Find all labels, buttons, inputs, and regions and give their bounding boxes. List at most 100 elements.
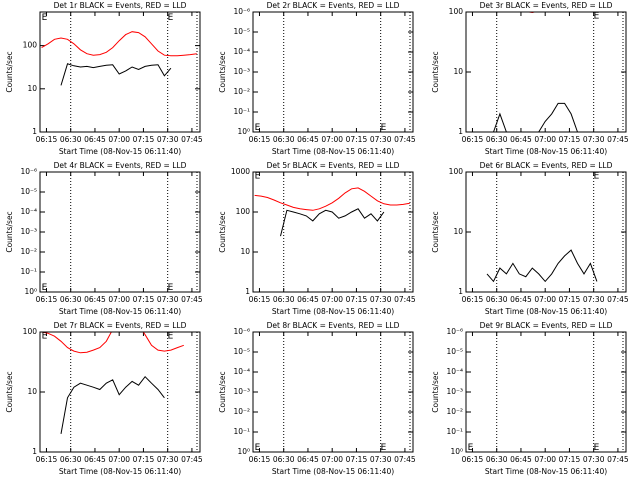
y-tick-label: 10 <box>240 247 250 256</box>
x-tick-label: 07:45 <box>607 455 629 464</box>
x-tick-label: 06:45 <box>297 135 319 144</box>
x-tick-label: 07:00 <box>321 455 343 464</box>
x-tick-label: 06:45 <box>510 455 532 464</box>
annotation: E <box>594 443 600 453</box>
x-axis-label: Start Time (08-Nov-15 06:11:40) <box>272 147 394 156</box>
y-axis-label: Counts/sec <box>5 371 14 412</box>
x-tick-label: 07:30 <box>157 135 179 144</box>
y-axis-label: Counts/sec <box>218 211 227 252</box>
panel-title: Det 8r BLACK = Events, RED = LLD <box>267 321 400 330</box>
x-tick-label: 07:15 <box>133 135 155 144</box>
plot-frame <box>252 331 414 453</box>
annotation: E <box>594 172 600 182</box>
y-tick-label: 10⁻² <box>233 87 250 96</box>
y-tick-label: 10⁻³ <box>20 227 37 236</box>
y-tick-label: 10⁻⁴ <box>20 207 37 216</box>
x-tick-label: 07:15 <box>559 295 581 304</box>
x-tick-label: 06:30 <box>273 295 295 304</box>
y-axis-label: Counts/sec <box>431 51 440 92</box>
x-tick-label: 07:15 <box>133 295 155 304</box>
y-tick-label: 10⁻² <box>20 247 37 256</box>
panel: Det 7r BLACK = Events, RED = LLD Start Ti… <box>5 321 203 476</box>
y-tick-label: 1 <box>32 127 37 136</box>
x-tick-label: 07:45 <box>607 135 629 144</box>
x-tick-label: 07:00 <box>534 135 556 144</box>
x-tick-label: 07:30 <box>370 295 392 304</box>
x-tick-label: 07:00 <box>108 295 130 304</box>
x-tick-label: 07:30 <box>157 295 179 304</box>
x-tick-label: 07:45 <box>394 455 416 464</box>
annotation: E <box>168 13 174 23</box>
panel: Det 1r BLACK = Events, RED = LLD Start Ti… <box>5 1 203 156</box>
panel: Det 3r BLACK = Events, RED = LLD Start Ti… <box>431 1 629 156</box>
series-line <box>41 332 184 354</box>
x-tick-label: 07:15 <box>346 135 368 144</box>
x-tick-label: 07:00 <box>321 135 343 144</box>
x-axis-label: Start Time (08-Nov-15 06:11:40) <box>272 307 394 316</box>
x-tick-label: 07:00 <box>108 455 130 464</box>
x-axis-label: Start Time (08-Nov-15 06:11:40) <box>485 467 607 476</box>
plot-frame <box>252 171 414 293</box>
x-tick-label: 06:45 <box>297 455 319 464</box>
y-axis-label: Counts/sec <box>218 51 227 92</box>
annotation: E <box>168 283 174 293</box>
x-tick-label: 06:30 <box>273 135 295 144</box>
y-tick-label: 100 <box>449 167 464 176</box>
x-axis-label: Start Time (08-Nov-15 06:11:40) <box>485 307 607 316</box>
y-tick-label: 10⁻⁶ <box>20 167 37 176</box>
plot-frame <box>465 331 627 453</box>
y-tick-label: 10⁰ <box>24 287 37 296</box>
y-tick-label: 10⁻⁴ <box>233 47 250 56</box>
annotation: E <box>255 123 261 133</box>
y-tick-label: 100 <box>23 327 38 336</box>
y-tick-label: 10⁻⁶ <box>446 327 463 336</box>
x-tick-label: 07:00 <box>321 295 343 304</box>
x-tick-label: 07:00 <box>534 295 556 304</box>
y-axis-label: Counts/sec <box>5 211 14 252</box>
y-tick-label: 10⁻¹ <box>446 427 463 436</box>
plot-frame <box>252 11 414 133</box>
x-tick-label: 06:45 <box>510 135 532 144</box>
panel-title: Det 1r BLACK = Events, RED = LLD <box>54 1 187 10</box>
y-tick-label: 10 <box>27 84 37 93</box>
annotation: E <box>255 443 261 453</box>
x-axis-label: Start Time (08-Nov-15 06:11:40) <box>59 307 181 316</box>
y-tick-label: 10⁻⁴ <box>233 367 250 376</box>
x-axis-label: Start Time (08-Nov-15 06:11:40) <box>485 147 607 156</box>
y-tick-label: 10⁻⁶ <box>233 7 250 16</box>
y-tick-label: 10⁻¹ <box>233 107 250 116</box>
y-tick-label: 1 <box>458 287 463 296</box>
x-axis-label: Start Time (08-Nov-15 06:11:40) <box>59 467 181 476</box>
plot-frame <box>39 11 201 133</box>
y-tick-label: 10⁻³ <box>233 67 250 76</box>
panel-title: Det 6r BLACK = Events, RED = LLD <box>480 161 613 170</box>
panel-title: Det 4r BLACK = Events, RED = LLD <box>54 161 187 170</box>
annotation: E <box>255 171 261 181</box>
x-tick-label: 06:15 <box>36 135 58 144</box>
panel: Det 2r BLACK = Events, RED = LLD Start Ti… <box>218 1 416 156</box>
x-tick-label: 06:30 <box>60 135 82 144</box>
y-axis-label: Counts/sec <box>5 51 14 92</box>
x-tick-label: 07:45 <box>607 295 629 304</box>
y-axis-label: Counts/sec <box>431 211 440 252</box>
x-tick-label: 07:45 <box>181 295 203 304</box>
y-tick-label: 10 <box>453 227 463 236</box>
y-tick-label: 10⁻⁵ <box>233 347 250 356</box>
series-line <box>60 63 172 86</box>
plot-frame <box>39 331 201 453</box>
x-tick-label: 06:15 <box>249 135 271 144</box>
x-tick-label: 06:45 <box>84 455 106 464</box>
x-tick-label: 07:15 <box>559 135 581 144</box>
x-tick-label: 07:00 <box>108 135 130 144</box>
panel: Det 6r BLACK = Events, RED = LLD Start Ti… <box>431 161 629 316</box>
y-tick-label: 10⁻¹ <box>20 267 37 276</box>
x-tick-label: 06:15 <box>462 295 484 304</box>
y-tick-label: 10⁻⁵ <box>233 27 250 36</box>
x-tick-label: 07:30 <box>583 295 605 304</box>
y-tick-label: 10⁻¹ <box>233 427 250 436</box>
x-tick-label: 07:30 <box>583 455 605 464</box>
panel: Det 5r BLACK = Events, RED = LLD Start Ti… <box>218 161 416 316</box>
panel: Det 9r BLACK = Events, RED = LLD Start Ti… <box>431 321 629 476</box>
